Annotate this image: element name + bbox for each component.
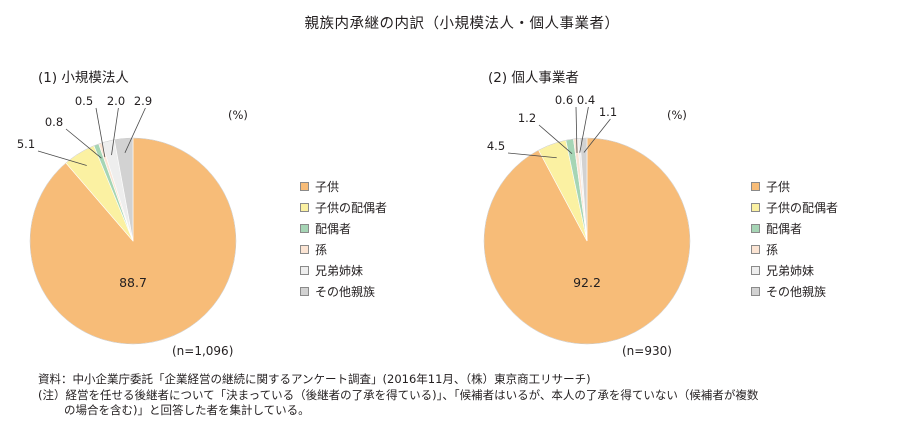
data-label-1: 88.7 xyxy=(119,275,147,290)
leader-line-4 xyxy=(575,106,578,153)
chart-2-unit: (%) xyxy=(667,108,687,122)
leader-line-2 xyxy=(37,150,87,166)
legend-swatch xyxy=(300,203,309,212)
legend-item: 兄弟姉妹 xyxy=(300,260,387,281)
legend-swatch xyxy=(300,224,309,233)
data-label-4: 0.5 xyxy=(75,94,93,108)
note-line-1: (注）経営を任せる後継者について「決まっている（後継者の了承を得ている)」、「候… xyxy=(38,387,759,402)
legend-label: 孫 xyxy=(315,243,328,257)
notes: 資料：中小企業庁委託「企業経営の継続に関するアンケート調査」(2016年11月、… xyxy=(38,372,758,419)
legend-swatch xyxy=(751,182,760,191)
data-label-3: 1.2 xyxy=(518,111,536,125)
chart-1-n-label: (n=1,096) xyxy=(172,344,234,358)
chart-2-legend: 子供子供の配偶者 配偶者孫兄弟姉妹その他親族 xyxy=(751,176,838,302)
legend-item: 孫 xyxy=(300,239,387,260)
legend-item: 子供 xyxy=(300,176,387,197)
leader-line-6 xyxy=(124,107,146,153)
legend-item: 孫 xyxy=(751,239,838,260)
legend-item: 配偶者 xyxy=(300,218,387,239)
pie-chart-small-corporation: 88.7 5.1 0.8 0.5 2.0 2.9 xyxy=(17,94,237,345)
legend-item: その他親族 xyxy=(300,281,387,302)
legend-item: 子供の配偶者 xyxy=(751,197,838,218)
legend-swatch xyxy=(751,224,760,233)
legend-label: 兄弟姉妹 xyxy=(766,264,815,278)
legend-item: 配偶者 xyxy=(751,218,838,239)
chart-2-subtitle: (2) 個人事業者 xyxy=(488,70,579,86)
legend-label: 子供 xyxy=(766,180,791,194)
legend-swatch xyxy=(751,266,760,275)
chart-1-legend: 子供子供の配偶者 配偶者孫兄弟姉妹その他親族 xyxy=(300,176,387,302)
data-label-5: 0.4 xyxy=(577,93,595,107)
legend-label: 孫 xyxy=(766,243,779,257)
legend-label: その他親族 xyxy=(766,285,827,299)
legend-label: その他親族 xyxy=(315,285,376,299)
data-label-6: 2.9 xyxy=(134,94,152,108)
data-label-4: 0.6 xyxy=(555,93,573,107)
legend-item: 子供 xyxy=(751,176,838,197)
legend-label: 兄弟姉妹 xyxy=(315,264,364,278)
data-label-3: 0.8 xyxy=(45,115,63,129)
pie-outline xyxy=(483,137,691,345)
legend-item: 子供の配偶者 xyxy=(300,197,387,218)
note-line-2: の場合を含む)」と回答した者を集計している。 xyxy=(64,403,310,417)
leader-line-5 xyxy=(111,107,119,156)
figure-title: 親族内承継の内訳（小規模法人・個人事業者） xyxy=(304,16,620,32)
source-note: 資料：中小企業庁委託「企業経営の継続に関するアンケート調査」(2016年11月、… xyxy=(38,372,591,386)
legend-swatch xyxy=(751,245,760,254)
data-label-2: 4.5 xyxy=(487,139,505,153)
pie-outline xyxy=(29,137,237,345)
data-label-5: 2.0 xyxy=(107,94,125,108)
leader-line-5 xyxy=(579,106,589,153)
legend-swatch xyxy=(300,287,309,296)
legend-label: 配偶者 xyxy=(766,222,803,236)
legend-label: 子供の配偶者 xyxy=(315,201,388,215)
data-label-6: 1.1 xyxy=(599,105,617,119)
legend-item: 兄弟姉妹 xyxy=(751,260,838,281)
chart-1-unit: (%) xyxy=(228,108,248,122)
leader-line-3 xyxy=(65,128,102,159)
legend-swatch xyxy=(300,266,309,275)
leader-line-3 xyxy=(538,124,573,154)
leader-line-2 xyxy=(507,152,557,159)
legend-label: 子供 xyxy=(315,180,340,194)
legend-swatch xyxy=(300,245,309,254)
pie-chart-sole-proprietor: 92.2 4.5 1.2 0.6 0.4 1.1 xyxy=(483,93,691,345)
chart-2-n-label: (n=930) xyxy=(622,344,672,358)
leader-line-4 xyxy=(95,107,106,158)
legend-label: 配偶者 xyxy=(315,222,352,236)
chart-1-subtitle: (1) 小規模法人 xyxy=(38,70,129,86)
data-label-2: 5.1 xyxy=(17,137,35,151)
legend-label: 子供の配偶者 xyxy=(766,201,839,215)
data-label-1: 92.2 xyxy=(573,275,601,290)
legend-item: その他親族 xyxy=(751,281,838,302)
legend-swatch xyxy=(300,182,309,191)
leader-line-6 xyxy=(583,118,611,153)
legend-swatch xyxy=(751,287,760,296)
legend-swatch xyxy=(751,203,760,212)
